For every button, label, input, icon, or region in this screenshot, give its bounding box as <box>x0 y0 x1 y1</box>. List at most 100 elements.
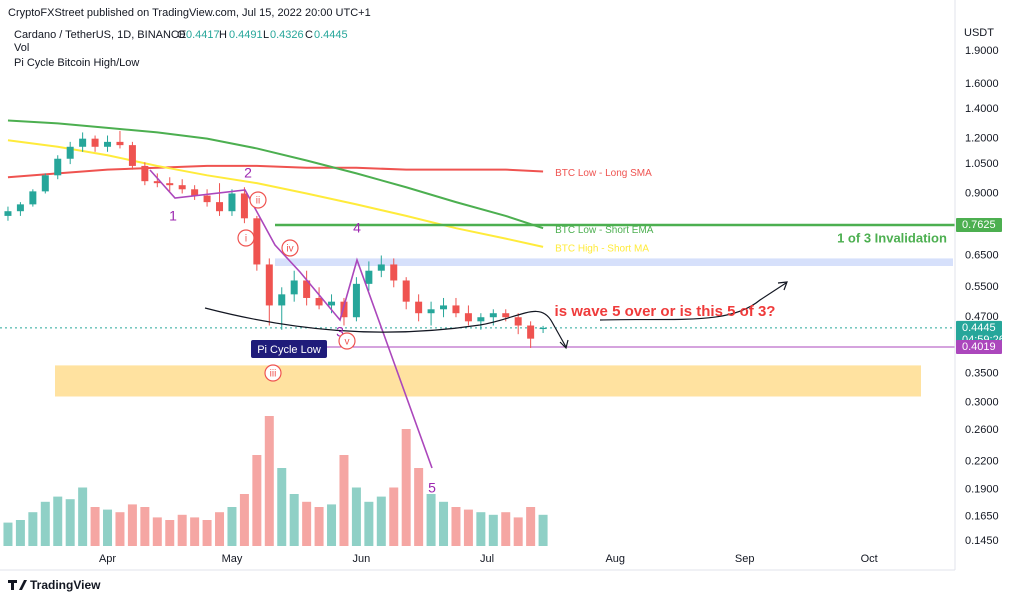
candle-body <box>290 280 298 295</box>
candle-body <box>440 305 448 310</box>
volume-bar <box>28 512 38 546</box>
candle-body <box>502 313 510 318</box>
volume-bar <box>463 509 473 546</box>
ma-line <box>7 164 544 179</box>
volume-bar <box>364 501 374 546</box>
candle-body <box>141 165 149 182</box>
candle-body <box>66 146 74 159</box>
candle-body <box>328 301 336 306</box>
candle-body <box>240 193 248 219</box>
x-tick-label: Jul <box>480 553 494 565</box>
label-box <box>251 340 327 358</box>
candle-body <box>54 158 62 176</box>
volume-bar <box>140 507 150 546</box>
candle-body <box>253 218 261 265</box>
volume-bar <box>190 517 200 546</box>
volume-bar <box>513 517 523 546</box>
price-label: 0.7625 <box>962 219 996 231</box>
wave-label: 3 <box>336 324 344 340</box>
ma-label: BTC High - Short MA <box>555 244 649 255</box>
candle-body <box>514 317 522 326</box>
ohlc-value: 0.4417 <box>186 29 220 41</box>
y-tick-label: 0.6500 <box>965 249 999 261</box>
volume-bar <box>538 514 548 546</box>
wave-label: i <box>245 234 247 245</box>
volume-bar <box>389 487 399 546</box>
candle-body <box>265 264 273 306</box>
volume-bar <box>414 468 424 546</box>
x-tick-label: May <box>222 553 243 565</box>
y-tick-label: 0.5500 <box>965 281 999 293</box>
candle-body <box>477 317 485 322</box>
wave-circle <box>249 191 267 209</box>
wave-circle <box>338 332 356 350</box>
volume-bar <box>115 512 125 546</box>
candle-body <box>278 294 286 306</box>
volume-bar <box>302 501 312 546</box>
ohlc-key: L <box>263 29 269 41</box>
y-tick-label: 1.2000 <box>965 133 999 145</box>
volume-bar <box>90 507 100 546</box>
zone <box>55 365 921 397</box>
ohlc-value: 0.4445 <box>314 29 348 41</box>
wave-label: 5 <box>428 480 436 496</box>
candle-body <box>216 202 224 212</box>
candle-body <box>29 191 37 205</box>
y-tick-label: 0.4700 <box>965 311 999 323</box>
ma-label: BTC Low - Long SMA <box>555 168 652 179</box>
y-tick-label: 0.1450 <box>965 535 999 547</box>
wave-label: iii <box>270 369 277 380</box>
candle-body <box>390 264 398 281</box>
candle-body <box>153 181 161 184</box>
volume-bar <box>103 509 113 546</box>
volume-bar <box>152 517 162 546</box>
indicator-label: Vol <box>14 42 29 54</box>
volume-bar <box>327 504 337 546</box>
arrow-drawing <box>599 281 788 321</box>
chart-title: Cardano / TetherUS, 1D, BINANCE <box>14 29 186 41</box>
volume-bar <box>127 504 137 546</box>
candle-body <box>203 195 211 203</box>
candle-body <box>116 141 124 146</box>
volume-bar <box>3 522 13 546</box>
volume-bar <box>53 496 63 546</box>
volume-bar <box>65 499 75 546</box>
volume-bar <box>314 507 324 546</box>
candle-body <box>452 305 460 314</box>
y-tick-label: 0.1900 <box>965 484 999 496</box>
candle-body <box>365 270 373 284</box>
wave-circle <box>264 364 282 382</box>
candle-body <box>427 309 435 314</box>
volume-bar <box>501 512 511 546</box>
candle-body <box>489 313 497 318</box>
ma-label: BTC Low - Short EMA <box>555 225 654 236</box>
wave-label: 1 <box>169 208 177 224</box>
ohlc-key: H <box>219 29 227 41</box>
volume-layer <box>3 416 548 546</box>
volume-bar <box>177 514 187 546</box>
price-label: 0.4445 <box>962 322 996 334</box>
volume-bar <box>227 507 237 546</box>
volume-bar <box>202 520 212 546</box>
zones <box>55 258 953 397</box>
candle-body <box>315 297 323 306</box>
x-tick-label: Aug <box>605 553 625 565</box>
candle-body <box>228 193 236 212</box>
annotation: is wave 5 over or is this 5 of 3? <box>555 303 776 320</box>
publisher: CryptoFXStreet published on TradingView.… <box>8 7 371 19</box>
ohlc-value: 0.4491 <box>229 29 263 41</box>
volume-bar <box>264 416 274 546</box>
wave-label: 2 <box>244 165 252 181</box>
candle-body <box>303 280 311 298</box>
y-tick-label: 0.2200 <box>965 456 999 468</box>
candle-body <box>464 313 472 322</box>
arc-drawing <box>204 307 569 350</box>
volume-bar <box>351 487 361 546</box>
zone <box>275 258 953 267</box>
candle-body <box>415 301 423 314</box>
axes: 1.9000 1.6000 1.4000 1.2000 1.0500 0.9000 0.65… <box>99 45 999 565</box>
volume-bar <box>339 455 349 546</box>
